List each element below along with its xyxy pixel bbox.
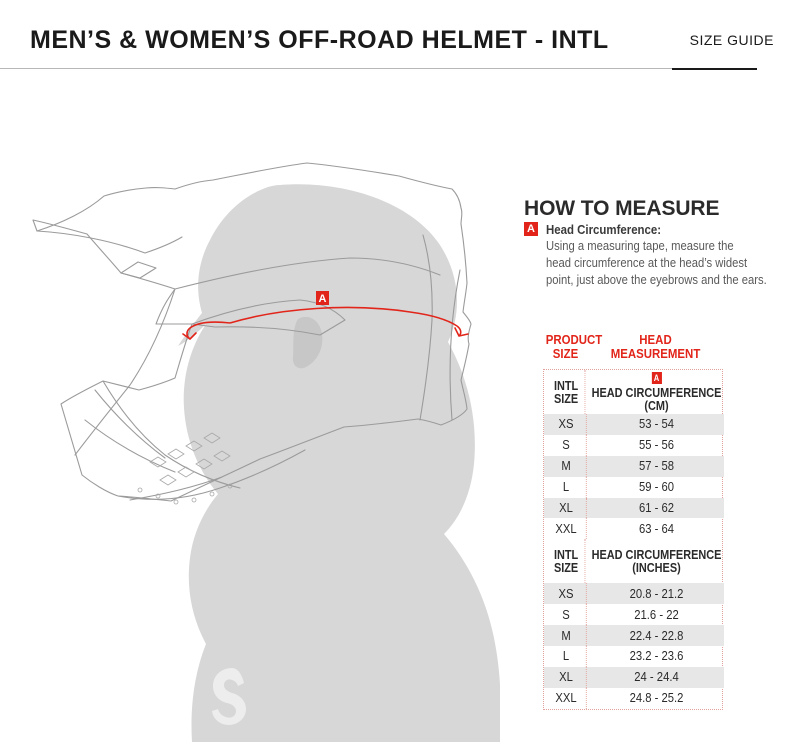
- svg-text:A: A: [319, 293, 327, 305]
